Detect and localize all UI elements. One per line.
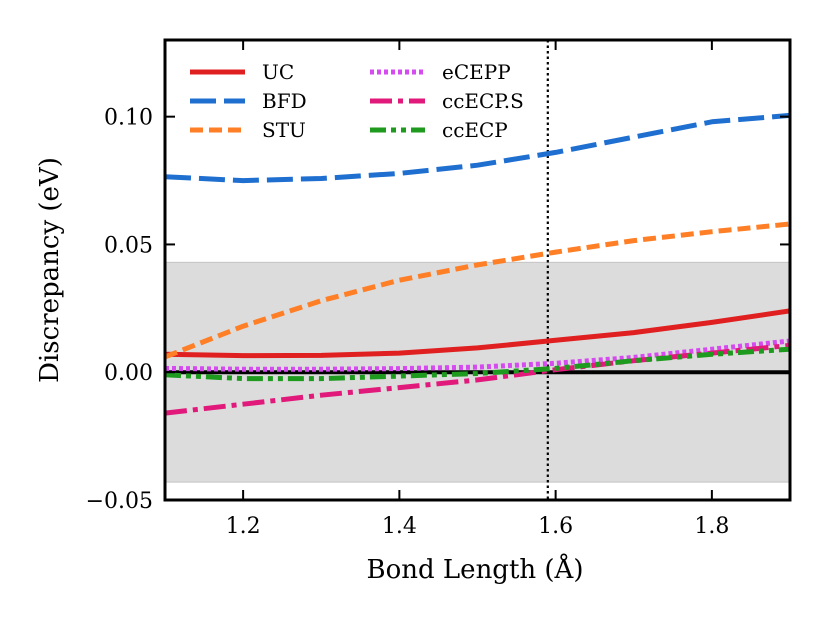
- ticks-layer: 1.2 1.4 1.6 1.8 −0.05 0.00 0.05 0.10: [86, 40, 790, 539]
- x-tick-label: 1.6: [538, 514, 573, 539]
- y-tick-label: 0.10: [104, 106, 153, 131]
- series-line-uc: [165, 308, 790, 359]
- plot-frame-layer: [163, 38, 792, 502]
- series-line-ccecp: [165, 346, 790, 382]
- legend-label: UC: [262, 60, 294, 84]
- series-layer: [165, 112, 790, 416]
- legend-label: STU: [262, 118, 306, 142]
- legend-label: ccECP: [442, 118, 508, 142]
- y-tick-label: −0.05: [86, 489, 153, 514]
- series-line-bfd: [165, 112, 790, 184]
- legend-label: eCEPP: [442, 60, 511, 84]
- x-tick-label: 1.8: [694, 514, 729, 539]
- y-tick-label: 0.05: [104, 233, 153, 258]
- x-axis-label: Bond Length (Å): [367, 553, 584, 585]
- y-tick-label: 0.00: [104, 361, 153, 386]
- series-line-ccecp-s: [165, 342, 790, 416]
- x-tick-label: 1.2: [226, 514, 261, 539]
- legend-label: BFD: [262, 89, 307, 113]
- series-line-ecepp: [165, 338, 790, 372]
- x-tick-label: 1.4: [382, 514, 417, 539]
- plot-frame: [163, 38, 792, 502]
- series-line-stu: [165, 221, 790, 360]
- legend-label: ccECP.S: [442, 89, 524, 113]
- legend: UC BFD STU eCEPP ccECP.S ccECP: [190, 60, 524, 142]
- y-axis-label: Discrepancy (eV): [35, 157, 65, 383]
